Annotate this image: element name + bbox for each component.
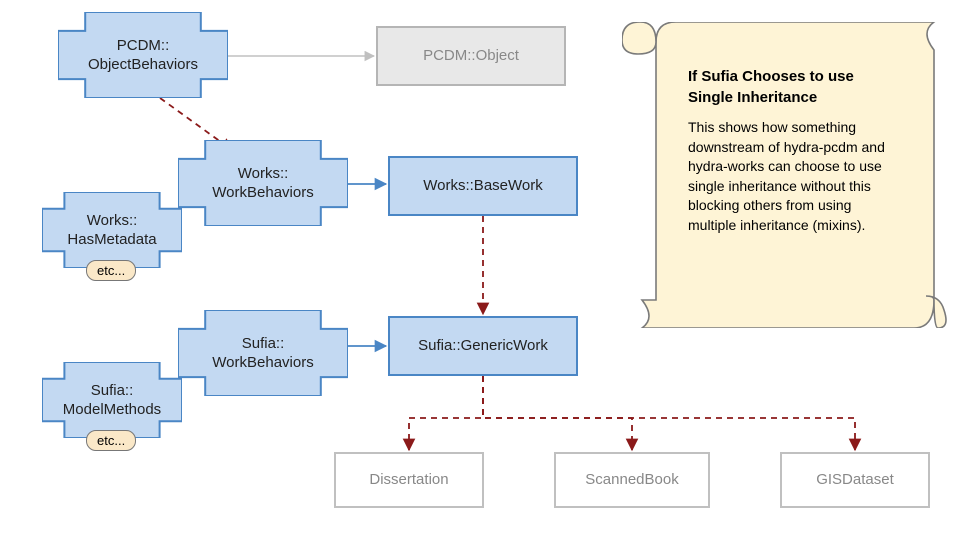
node-label: GISDataset bbox=[816, 470, 894, 490]
node-sufia-genericwork: Sufia::GenericWork bbox=[388, 316, 578, 376]
node-pcdm-obj-behaviors: PCDM:: ObjectBehaviors bbox=[58, 12, 228, 98]
node-works-work-behaviors: Works:: WorkBehaviors bbox=[178, 140, 348, 226]
node-works-has-metadata: Works:: HasMetadata bbox=[42, 192, 182, 268]
node-label: Sufia:: ModelMethods bbox=[63, 381, 161, 420]
edge-sufia_genericwork-scanned_book bbox=[483, 376, 632, 450]
scroll-title: If Sufia Chooses to use Single Inheritan… bbox=[688, 66, 888, 108]
etc-badge: etc... bbox=[86, 260, 136, 281]
node-label: Sufia::GenericWork bbox=[418, 336, 548, 356]
node-label: Works:: HasMetadata bbox=[67, 211, 156, 250]
node-sufia-work-behaviors: Sufia:: WorkBehaviors bbox=[178, 310, 348, 396]
node-label: ScannedBook bbox=[585, 470, 678, 490]
node-pcdm-object: PCDM::Object bbox=[376, 26, 566, 86]
edge-sufia_genericwork-dissertation bbox=[409, 376, 483, 450]
diagram-canvas: PCDM:: ObjectBehaviors PCDM::ObjectWorks:… bbox=[0, 0, 960, 540]
info-scroll: If Sufia Chooses to use Single Inheritan… bbox=[622, 22, 940, 328]
edge-sufia_genericwork-gis_dataset bbox=[483, 376, 855, 450]
etc-badge: etc... bbox=[86, 430, 136, 451]
node-dissertation: Dissertation bbox=[334, 452, 484, 508]
node-sufia-model-methods: Sufia:: ModelMethods bbox=[42, 362, 182, 438]
node-label: Works:: WorkBehaviors bbox=[212, 164, 313, 203]
node-label: Works::BaseWork bbox=[423, 176, 542, 196]
node-scanned-book: ScannedBook bbox=[554, 452, 710, 508]
scroll-body: This shows how something downstream of h… bbox=[688, 118, 888, 236]
node-label: PCDM:: ObjectBehaviors bbox=[88, 36, 198, 75]
node-works-basework: Works::BaseWork bbox=[388, 156, 578, 216]
node-label: Sufia:: WorkBehaviors bbox=[212, 334, 313, 373]
node-label: Dissertation bbox=[369, 470, 448, 490]
node-label: PCDM::Object bbox=[423, 46, 519, 66]
node-gis-dataset: GISDataset bbox=[780, 452, 930, 508]
